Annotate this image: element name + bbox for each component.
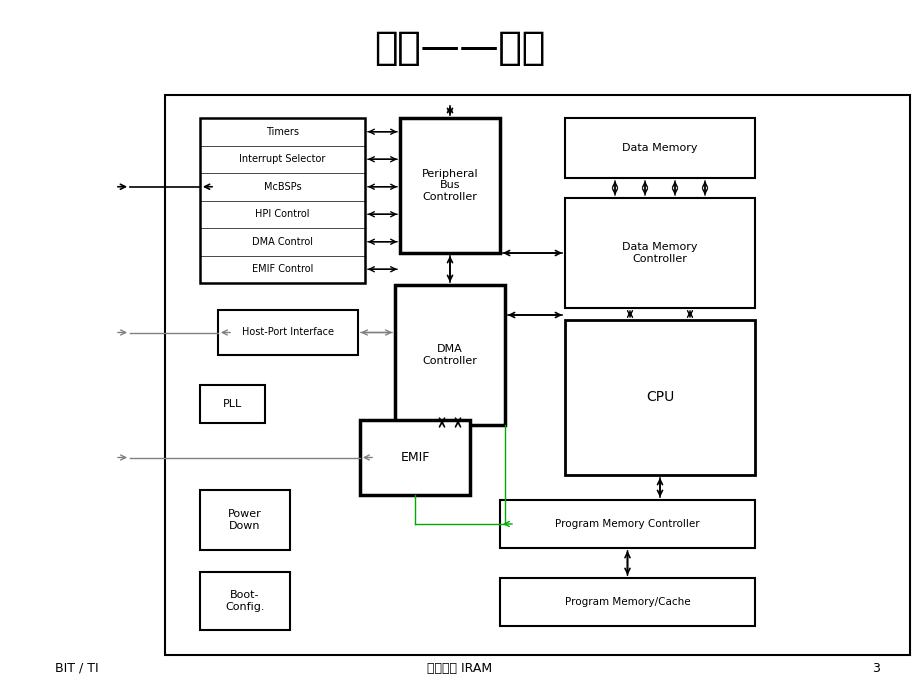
- Text: EMIF Control: EMIF Control: [252, 264, 312, 274]
- Text: BIT / TI: BIT / TI: [55, 662, 98, 675]
- Text: DMA
Controller: DMA Controller: [422, 344, 477, 366]
- Bar: [218, 310, 357, 355]
- Text: Boot-
Config.: Boot- Config.: [225, 590, 265, 612]
- Bar: [564, 320, 754, 475]
- Bar: [499, 578, 754, 626]
- Bar: [199, 118, 365, 283]
- Bar: [499, 500, 754, 548]
- Bar: [400, 118, 499, 253]
- Text: Data Memory
Controller: Data Memory Controller: [621, 242, 697, 264]
- Bar: [359, 420, 470, 495]
- Bar: [199, 385, 265, 423]
- Text: 3: 3: [871, 662, 879, 675]
- Text: Data Memory: Data Memory: [621, 143, 697, 153]
- Text: 第十一讲 IRAM: 第十一讲 IRAM: [427, 662, 492, 675]
- Bar: [394, 285, 505, 425]
- Bar: [199, 572, 289, 630]
- Text: 概述——框图: 概述——框图: [374, 29, 545, 67]
- Bar: [564, 118, 754, 178]
- Bar: [564, 198, 754, 308]
- Text: Peripheral
Bus
Controller: Peripheral Bus Controller: [421, 169, 478, 202]
- Bar: [165, 95, 909, 655]
- Text: Host-Port Interface: Host-Port Interface: [242, 328, 334, 337]
- Text: Power
Down: Power Down: [228, 509, 262, 531]
- Text: EMIF: EMIF: [400, 451, 429, 464]
- Text: Interrupt Selector: Interrupt Selector: [239, 155, 325, 164]
- Text: 概述——框图: 概述——框图: [374, 29, 545, 67]
- Text: Program Memory Controller: Program Memory Controller: [554, 519, 699, 529]
- Text: Timers: Timers: [266, 127, 299, 137]
- Text: CPU: CPU: [645, 391, 674, 404]
- Bar: [199, 490, 289, 550]
- Text: HPI Control: HPI Control: [255, 209, 310, 219]
- Text: PLL: PLL: [222, 399, 242, 409]
- Text: DMA Control: DMA Control: [252, 237, 312, 247]
- Text: Program Memory/Cache: Program Memory/Cache: [564, 597, 689, 607]
- Text: McBSPs: McBSPs: [264, 181, 301, 192]
